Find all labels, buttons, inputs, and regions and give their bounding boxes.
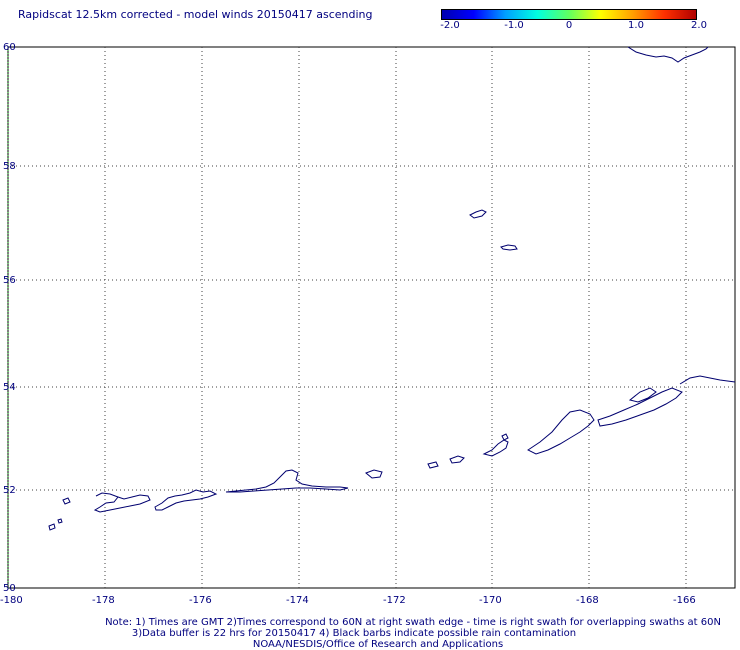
lon-tick-176: -176 <box>189 595 212 606</box>
lat-tick-58: 58 <box>3 161 16 172</box>
note-line-2: 3)Data buffer is 22 hrs for 20150417 4) … <box>131 628 577 639</box>
colorbar-label-zero: 0 <box>565 20 573 31</box>
colorbar-label-neg2: -2.0 <box>440 20 460 31</box>
coast-rat-islands <box>93 492 151 513</box>
coast-unalaska <box>482 433 509 457</box>
lon-tick-178: -178 <box>92 595 115 606</box>
note-line-3: NOAA/NESDIS/Office of Research and Appli… <box>252 639 504 650</box>
lon-tick-170: -170 <box>479 595 502 606</box>
coastlines <box>48 46 736 531</box>
lat-tick-60: 60 <box>3 42 16 53</box>
coast-pribilof-stpaul <box>469 209 487 219</box>
colorbar-label-neg1: -1.0 <box>504 20 524 31</box>
lon-tick-166: -166 <box>673 595 696 606</box>
coast-alaska-top <box>627 46 709 63</box>
lat-tick-52: 52 <box>3 485 16 496</box>
coast-andreanof-east <box>225 469 349 493</box>
colorbar-label-pos1: 1.0 <box>628 20 644 31</box>
colorbar-label-pos2: 2.0 <box>691 20 707 31</box>
coast-islands-of-four-mountains <box>365 455 465 479</box>
coast-near-islands <box>48 497 71 531</box>
lon-tick-168: -168 <box>576 595 599 606</box>
lat-tick-50: 50 <box>3 583 16 594</box>
lat-tick-54: 54 <box>3 382 16 393</box>
coast-andreanof-west <box>154 489 218 511</box>
lon-tick-180: -180 <box>0 595 23 606</box>
lon-tick-174: -174 <box>286 595 309 606</box>
chart-title: Rapidscat 12.5km corrected - model winds… <box>18 8 373 21</box>
plot-frame <box>7 46 736 589</box>
coast-alaska-peninsula <box>527 375 736 455</box>
grid <box>8 47 735 588</box>
lat-tick-56: 56 <box>3 275 16 286</box>
note-line-1: Note: 1) Times are GMT 2)Times correspon… <box>105 617 721 628</box>
lon-tick-172: -172 <box>383 595 406 606</box>
coast-pribilof-stgeorge <box>500 244 518 251</box>
colorbar <box>441 9 697 20</box>
